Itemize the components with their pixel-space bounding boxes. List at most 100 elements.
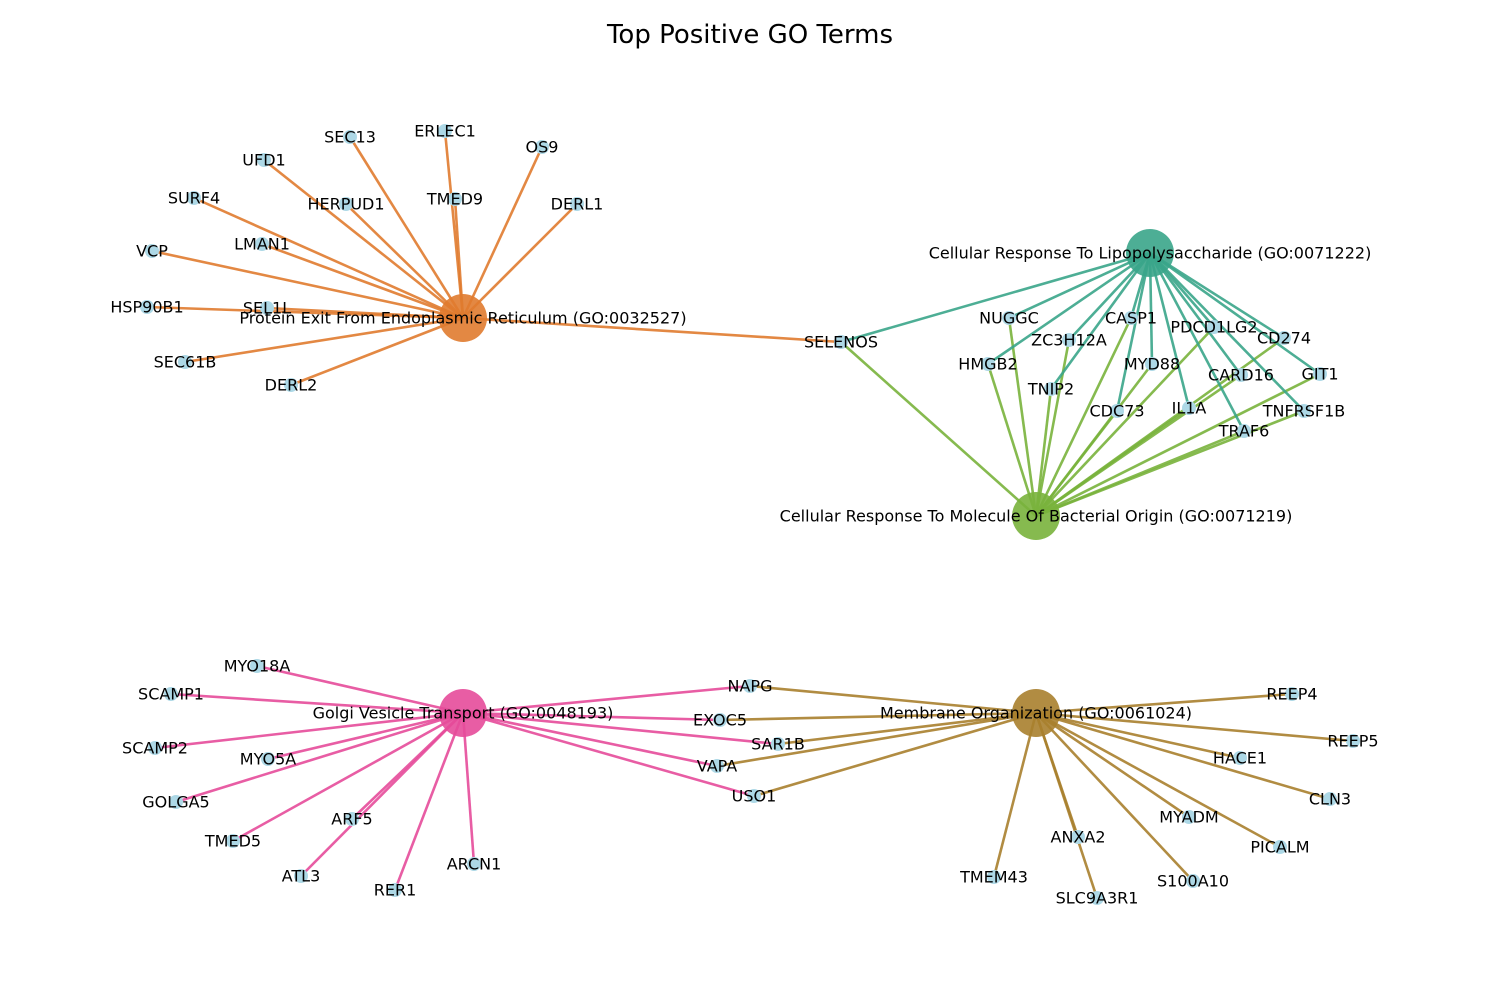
- gene-label-tmed9: TMED9: [426, 190, 483, 209]
- gene-node-pdcd1lg2: [1207, 320, 1221, 334]
- hub-node-protein-exit: [439, 294, 487, 342]
- edge-lps-tnfrsf1b: [1149, 252, 1305, 412]
- gene-node-atl3: [294, 869, 308, 883]
- gene-label-golga5: GOLGA5: [142, 793, 209, 812]
- edge-protein_exit-sec61b: [184, 316, 464, 364]
- edge-lps-card16: [1148, 252, 1243, 376]
- gene-node-myd88: [1145, 357, 1159, 371]
- edge-protein_exit-derl2: [290, 316, 464, 387]
- gene-label-myadm: MYADM: [1159, 808, 1218, 827]
- edge-lps-hmgb2: [987, 251, 1151, 366]
- gene-label-tnfrsf1b: TNFRSF1B: [1262, 402, 1346, 421]
- gene-node-vcp: [145, 244, 159, 258]
- hub-label-protein-exit: Protein Exit From Endoplasmic Reticulum …: [239, 309, 686, 328]
- gene-node-herpud1: [339, 197, 353, 211]
- hub-label-bacterial: Cellular Response To Molecule Of Bacteri…: [780, 507, 1293, 526]
- edge-bacterial-pdcd1lg2: [1035, 326, 1215, 517]
- edge-golgi-scamp2: [154, 711, 464, 750]
- edge-protein_exit-herpud1: [345, 203, 464, 319]
- gene-label-exoc5: EXOC5: [693, 711, 747, 730]
- label-layer: Protein Exit From Endoplasmic Reticulum …: [110, 122, 1378, 908]
- edge-golgi-napg: [462, 684, 751, 715]
- gene-label-sel1l: SEL1L: [243, 299, 291, 318]
- gene-label-os9: OS9: [526, 138, 559, 157]
- gene-node-tnip2: [1044, 382, 1058, 396]
- gene-label-traf6: TRAF6: [1218, 422, 1270, 441]
- edge-bacterial-traf6: [1035, 429, 1245, 518]
- gene-node-sar1b: [771, 737, 785, 751]
- edge-bacterial-nuggc: [1007, 317, 1038, 517]
- gene-label-scamp2: SCAMP2: [122, 739, 188, 758]
- gene-node-il1a: [1182, 401, 1196, 415]
- gene-label-myo18a: MYO18A: [224, 657, 291, 676]
- gene-label-sec13: SEC13: [324, 128, 376, 147]
- gene-label-anxa2: ANXA2: [1051, 828, 1106, 847]
- gene-label-napg: NAPG: [728, 677, 773, 696]
- gene-label-casp1: CASP1: [1105, 309, 1157, 328]
- edge-membrane-cln3: [1035, 711, 1331, 801]
- edge-membrane-sar1b: [777, 711, 1037, 746]
- gene-label-s100a10: S100A10: [1157, 872, 1229, 891]
- gene-node-tnfrsf1b: [1297, 404, 1311, 418]
- gene-node-ufd1: [257, 153, 271, 167]
- edge-golgi-scamp1: [170, 692, 464, 715]
- gene-node-git1: [1313, 367, 1327, 381]
- gene-node-sec13: [343, 130, 357, 144]
- hub-node-golgi: [439, 689, 487, 737]
- edge-membrane-tmem43: [992, 712, 1038, 878]
- gene-label-reep4: REEP4: [1266, 685, 1317, 704]
- edge-golgi-exoc5: [462, 711, 721, 722]
- gene-node-hmgb2: [981, 357, 995, 371]
- gene-label-nuggc: NUGGC: [979, 309, 1039, 328]
- gene-label-picalm: PICALM: [1250, 838, 1309, 857]
- edge-golgi-arcn1: [461, 712, 476, 865]
- hub-label-golgi: Golgi Vesicle Transport (GO:0048193): [313, 704, 614, 723]
- gene-label-arf5: ARF5: [331, 810, 372, 829]
- edge-layer: [146, 130, 1354, 899]
- edge-bacterial-il1a: [1035, 406, 1190, 518]
- edge-membrane-s100a10: [1035, 712, 1194, 882]
- edge-golgi-sar1b: [462, 711, 779, 746]
- gene-node-myo5a: [261, 752, 275, 766]
- gene-node-card16: [1234, 368, 1248, 382]
- edge-bacterial-selenos: [840, 341, 1037, 517]
- gene-node-zc3h12a: [1062, 333, 1076, 347]
- hub-node-membrane: [1012, 689, 1060, 737]
- gene-node-os9: [535, 140, 549, 154]
- edge-golgi-rer1: [393, 712, 465, 891]
- gene-node-tmed5: [226, 834, 240, 848]
- hub-label-membrane: Membrane Organization (GO:0061024): [880, 704, 1192, 723]
- edge-lps-git1: [1149, 251, 1321, 376]
- gene-node-tmed9: [448, 192, 462, 206]
- gene-node-selenos: [834, 335, 848, 349]
- gene-node-reep4: [1285, 687, 1299, 701]
- gene-label-lman1: LMAN1: [234, 235, 290, 254]
- edge-membrane-napg: [749, 684, 1037, 715]
- gene-node-rer1: [388, 883, 402, 897]
- gene-label-card16: CARD16: [1208, 366, 1274, 385]
- gene-label-hace1: HACE1: [1213, 749, 1267, 768]
- edge-membrane-reep4: [1035, 692, 1293, 715]
- gene-node-s100a10: [1186, 874, 1200, 888]
- edge-golgi-myo5a: [267, 711, 464, 761]
- edge-protein_exit-derl1: [462, 203, 578, 319]
- edge-protein_exit-surf4: [193, 196, 464, 320]
- gene-label-surf4: SURF4: [168, 189, 220, 208]
- hub-node-lps: [1126, 229, 1174, 277]
- edge-protein_exit-sec13: [348, 136, 465, 319]
- gene-node-derl1: [570, 197, 584, 211]
- edge-membrane-myadm: [1035, 711, 1190, 819]
- gene-label-pdcd1lg2: PDCD1LG2: [1170, 318, 1257, 337]
- edge-lps-il1a: [1148, 252, 1191, 409]
- gene-node-myo18a: [250, 659, 264, 673]
- gene-node-lman1: [255, 237, 269, 251]
- gene-label-tmem43: TMEM43: [959, 868, 1028, 887]
- gene-label-cdc73: CDC73: [1089, 402, 1144, 421]
- edge-lps-cdc73: [1115, 252, 1152, 412]
- edge-golgi-atl3: [300, 712, 464, 877]
- edge-golgi-uso1: [462, 711, 755, 798]
- gene-label-il1a: IL1A: [1172, 399, 1207, 418]
- gene-node-reep5: [1346, 734, 1360, 748]
- edge-bacterial-git1: [1035, 372, 1321, 518]
- edge-protein_exit-os9: [461, 146, 544, 319]
